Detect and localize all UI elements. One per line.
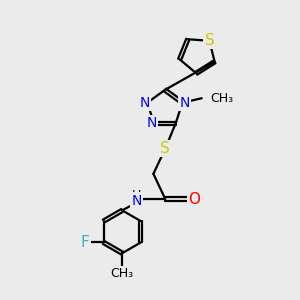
Text: N: N	[146, 116, 157, 130]
Text: S: S	[160, 141, 170, 156]
Text: F: F	[81, 235, 90, 250]
Text: CH₃: CH₃	[211, 92, 234, 105]
Text: S: S	[205, 33, 214, 48]
Text: N: N	[180, 96, 190, 110]
Text: N: N	[140, 96, 150, 110]
Text: CH₃: CH₃	[111, 267, 134, 280]
Text: N: N	[131, 194, 142, 208]
Text: H: H	[132, 189, 142, 202]
Text: O: O	[188, 192, 200, 207]
